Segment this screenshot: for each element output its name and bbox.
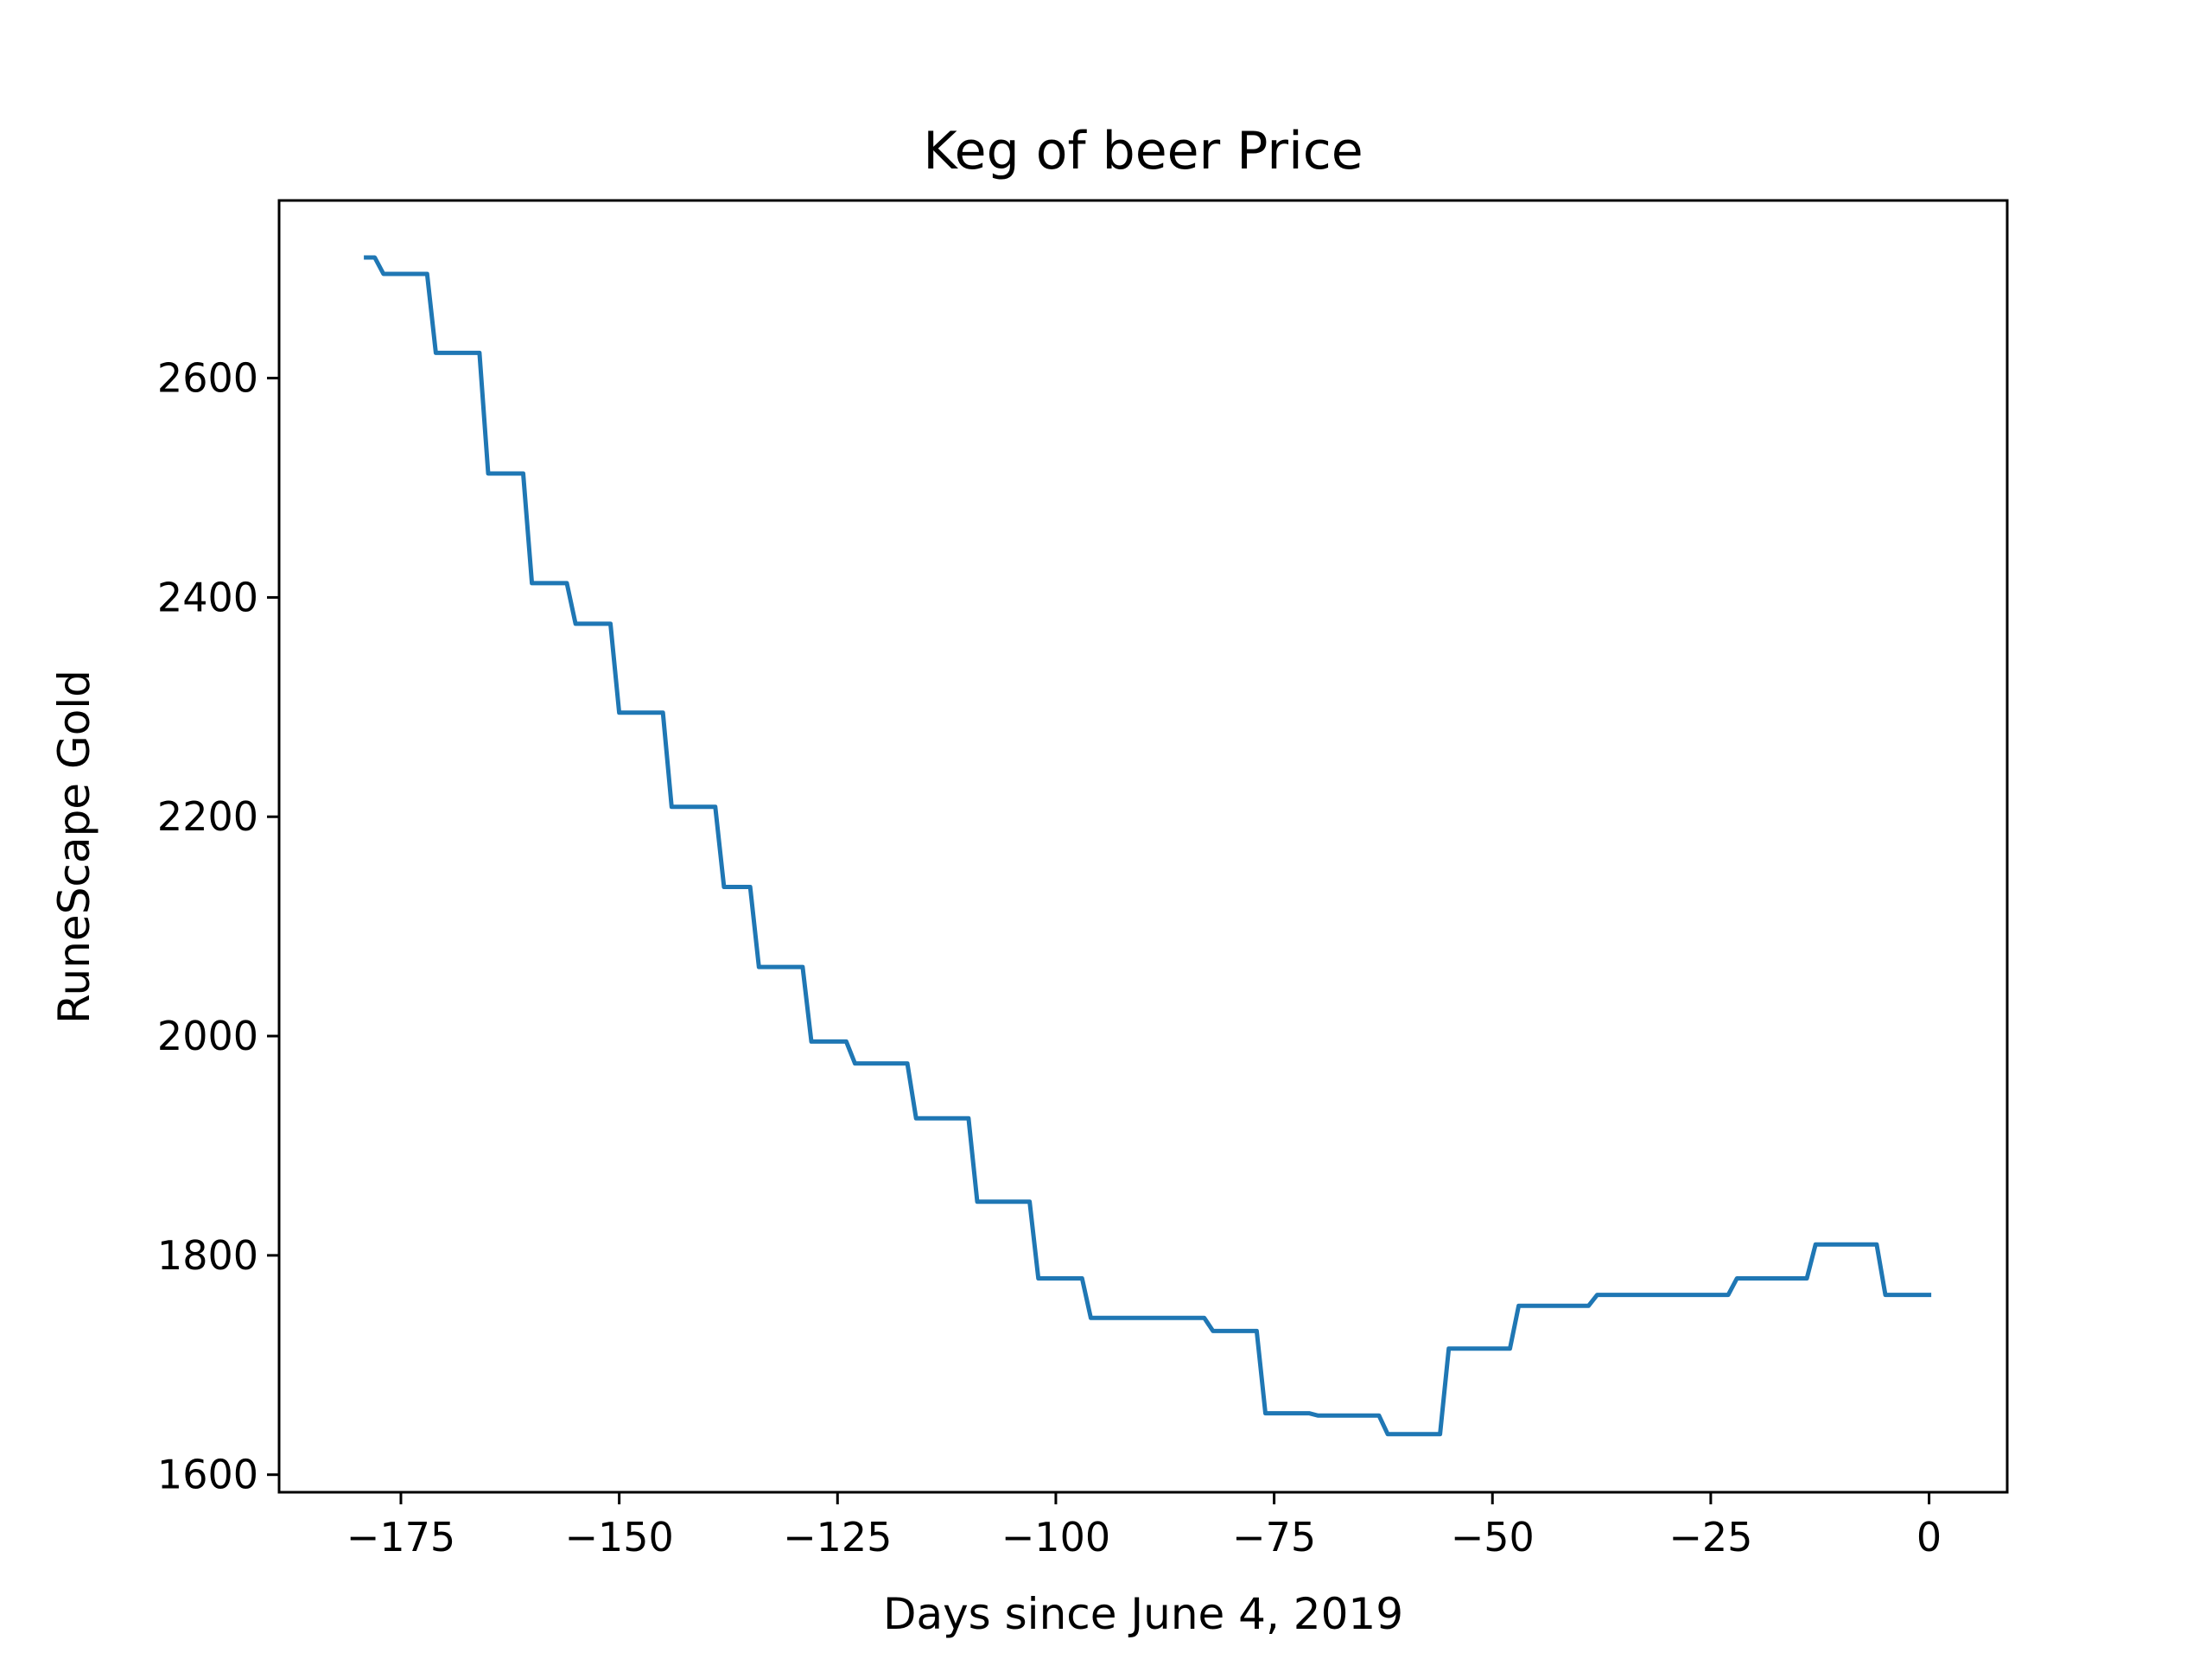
x-tick-label: −75 xyxy=(1232,1514,1316,1560)
x-tick-label: −25 xyxy=(1669,1514,1752,1560)
y-tick-label: 2000 xyxy=(157,1013,258,1059)
x-tick-label: −150 xyxy=(564,1514,673,1560)
y-axis-title: RuneScape Gold xyxy=(49,670,99,1024)
x-axis: −175 −150 −125 −100 −75 −50 −25 0 xyxy=(346,1492,1942,1560)
y-tick-label: 2200 xyxy=(157,793,258,840)
y-tick-label: 2400 xyxy=(157,574,258,620)
y-tick-label: 1600 xyxy=(157,1452,258,1498)
x-tick-label: −50 xyxy=(1451,1514,1535,1560)
x-tick-label: −125 xyxy=(783,1514,892,1560)
x-tick-label: −100 xyxy=(1001,1514,1110,1560)
y-tick-label: 2600 xyxy=(157,355,258,402)
chart-title: Keg of beer Price xyxy=(923,121,1363,181)
x-tick-label: 0 xyxy=(1916,1514,1942,1560)
x-axis-title: Days since June 4, 2019 xyxy=(883,1589,1403,1639)
x-tick-label: −175 xyxy=(346,1514,455,1560)
price-line xyxy=(364,255,1932,1437)
plot-frame xyxy=(277,199,2009,1494)
y-tick-label: 1800 xyxy=(157,1232,258,1279)
y-axis: 1600 1800 2000 2200 2400 2600 xyxy=(157,355,279,1498)
